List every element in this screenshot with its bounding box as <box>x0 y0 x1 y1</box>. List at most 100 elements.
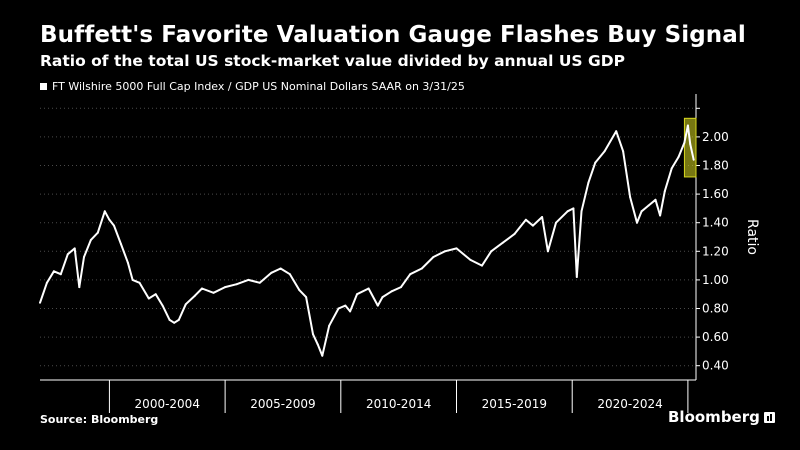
data-point <box>376 304 379 307</box>
data-point <box>39 301 41 304</box>
data-point <box>594 161 597 164</box>
x-band-label: 2005-2009 <box>250 397 315 411</box>
data-point <box>390 290 393 293</box>
data-point <box>546 250 549 253</box>
data-point <box>45 281 48 284</box>
data-point <box>168 318 171 321</box>
bloomberg-mark-icon <box>763 411 775 423</box>
data-point <box>184 303 187 306</box>
data-point <box>469 258 472 261</box>
data-point <box>59 273 62 276</box>
data-point <box>647 204 650 207</box>
chart-title: Buffett's Favorite Valuation Gauge Flash… <box>40 22 746 48</box>
data-point <box>89 238 92 241</box>
data-point <box>443 250 446 253</box>
data-point <box>270 271 273 274</box>
series-line <box>39 124 695 357</box>
data-point <box>235 283 238 286</box>
data-point <box>420 267 423 270</box>
data-point <box>305 296 308 299</box>
data-point <box>683 141 686 144</box>
y-tick-label: 1.80 <box>702 159 729 173</box>
data-point <box>316 343 319 346</box>
data-point <box>173 321 176 324</box>
data-point <box>670 167 673 170</box>
data-point <box>279 267 282 270</box>
y-tick-label: 0.40 <box>702 359 729 373</box>
data-point <box>481 264 483 267</box>
data-point <box>575 276 578 278</box>
data-point <box>138 281 141 284</box>
data-point <box>147 297 150 300</box>
data-point <box>96 231 99 234</box>
data-point <box>659 214 662 217</box>
data-point <box>113 224 115 227</box>
data-point <box>108 218 111 221</box>
data-point <box>640 210 643 213</box>
data-point <box>224 286 227 289</box>
legend: FT Wilshire 5000 Full Cap Index / GDP US… <box>40 80 465 93</box>
data-point <box>367 287 370 290</box>
y-tick-label: 2.00 <box>702 130 729 144</box>
data-point <box>52 270 55 273</box>
data-point <box>66 253 69 256</box>
data-point <box>490 250 493 253</box>
data-point <box>201 287 203 290</box>
y-tick-label: 1.60 <box>702 187 729 201</box>
data-point <box>344 304 347 307</box>
x-band-label: 2000-2004 <box>135 397 200 411</box>
data-point <box>654 198 657 201</box>
data-point <box>629 196 632 198</box>
data-point <box>131 278 134 281</box>
legend-label: FT Wilshire 5000 Full Cap Index / GDP US… <box>52 80 465 93</box>
data-point <box>83 256 85 258</box>
y-axis-title: Ratio <box>744 219 760 255</box>
data-point <box>161 304 164 307</box>
data-point <box>432 256 435 258</box>
data-point <box>455 247 458 250</box>
data-point <box>312 333 314 336</box>
data-point <box>349 310 352 313</box>
data-point <box>78 286 81 289</box>
data-point <box>247 278 250 281</box>
data-point <box>409 273 412 276</box>
legend-swatch <box>40 83 47 90</box>
y-tick-label: 1.20 <box>702 244 729 258</box>
data-point <box>298 288 301 291</box>
source-note: Source: Bloomberg <box>40 413 159 426</box>
data-point <box>400 286 402 289</box>
y-tick-label: 0.80 <box>702 302 729 316</box>
data-point <box>603 150 606 153</box>
data-point <box>587 181 590 184</box>
y-tick-label: 0.60 <box>702 330 729 344</box>
data-point <box>154 293 157 296</box>
data-point <box>288 273 291 276</box>
data-point <box>531 224 534 227</box>
data-point <box>321 354 324 357</box>
data-point <box>541 216 544 218</box>
bloomberg-logo: Bloomberg <box>668 408 775 426</box>
data-point <box>103 210 106 213</box>
data-point <box>73 247 76 250</box>
y-tick-label: 1.00 <box>702 273 729 287</box>
data-point <box>177 318 180 321</box>
chart-subtitle: Ratio of the total US stock-market value… <box>40 52 625 70</box>
data-point <box>622 150 625 153</box>
data-point <box>356 293 358 296</box>
data-point <box>692 158 695 161</box>
x-band-label: 2020-2024 <box>597 397 662 411</box>
data-point <box>120 243 122 246</box>
data-point <box>513 233 516 236</box>
data-point <box>580 210 583 213</box>
data-point <box>501 241 504 244</box>
y-tick-label: 1.40 <box>702 216 729 230</box>
data-point <box>572 207 575 210</box>
data-point <box>555 221 557 224</box>
data-point <box>689 143 692 145</box>
data-point <box>686 124 689 127</box>
data-point <box>258 281 261 284</box>
brand-label: Bloomberg <box>668 408 760 426</box>
x-band-label: 2010-2014 <box>366 397 431 411</box>
data-point <box>615 130 618 133</box>
